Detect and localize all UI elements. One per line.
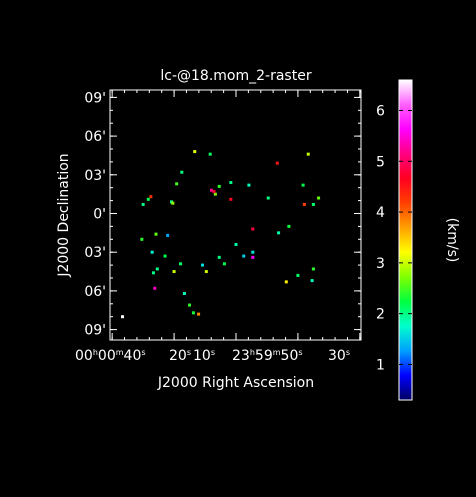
data-point [212,190,216,194]
data-point [311,267,315,271]
data-point [150,250,154,254]
data-point [217,184,221,188]
data-point [251,250,255,254]
data-point [217,255,221,259]
data-point [188,303,192,307]
data-point [163,254,167,258]
colorbar-tick-label: 6 [376,103,385,119]
data-point [209,188,213,192]
data-point [213,192,217,196]
data-point [242,254,246,258]
y-tick-label: 0' [93,207,106,223]
data-point [141,202,145,206]
colorbar-ticks: 1 2 3 4 5 6 [376,103,412,373]
data-point [175,182,179,186]
y-axis: 09' 06' 03' 0' 03' 06' 09' [84,90,361,339]
data-point [193,150,197,154]
data-point [179,262,183,266]
y-tick-label: 09' [84,323,106,339]
y-tick-label: 03' [84,168,106,184]
data-point [197,312,201,316]
data-point [306,152,310,156]
x-tick-label-1: 00h00m40s [75,348,146,364]
colorbar-tick-label: 3 [376,256,385,272]
x-tick-label-4: 23h59m50s [232,348,303,364]
data-point [251,255,255,259]
data-points [120,150,321,319]
data-point [153,286,157,290]
data-point [120,315,124,319]
data-point [166,233,170,237]
data-point [302,202,306,206]
data-point [247,183,251,187]
x-tick-label-3: 10s [193,348,215,364]
y-tick-label: 09' [84,90,106,106]
data-point [310,279,314,283]
data-point [222,262,226,266]
colorbar-label: (km/s) [444,218,460,263]
colorbar [398,79,413,401]
data-point [234,242,238,246]
data-point [151,271,155,275]
chart-title: lc-@18.mom_2-raster [160,68,311,84]
data-point [154,232,158,236]
data-point [140,237,144,241]
x-axis [111,90,361,340]
data-point [277,231,281,235]
data-point [204,270,208,274]
colorbar-tick-label: 4 [376,205,385,221]
data-point [311,202,315,206]
data-point [155,267,159,271]
x-tick-label-2: 20s [169,348,191,364]
y-tick-label: 06' [84,284,106,300]
data-point [284,280,288,284]
data-point [182,291,186,295]
colorbar-tick-label: 1 [376,357,385,373]
colorbar-tick-label: 5 [376,154,385,170]
data-point [146,197,150,201]
y-axis-label: J2000 Declination [56,153,72,277]
data-point [171,201,175,205]
data-point [296,273,300,277]
data-point [229,197,233,201]
y-tick-label: 03' [84,245,106,261]
data-point [200,263,204,267]
data-point [180,170,184,174]
data-point [149,195,153,199]
data-point [172,270,176,274]
data-point [317,196,321,200]
data-point [275,161,279,165]
data-point [208,152,212,156]
colorbar-tick-label: 2 [376,307,385,323]
data-point [229,181,233,185]
x-axis-label: J2000 Right Ascension [157,375,314,391]
data-point [301,183,305,187]
data-point [287,224,291,228]
y-tick-label: 06' [84,129,106,145]
data-point [191,311,195,315]
data-point [251,227,255,231]
data-point [266,196,270,200]
x-tick-label-5: 30s [328,348,350,364]
